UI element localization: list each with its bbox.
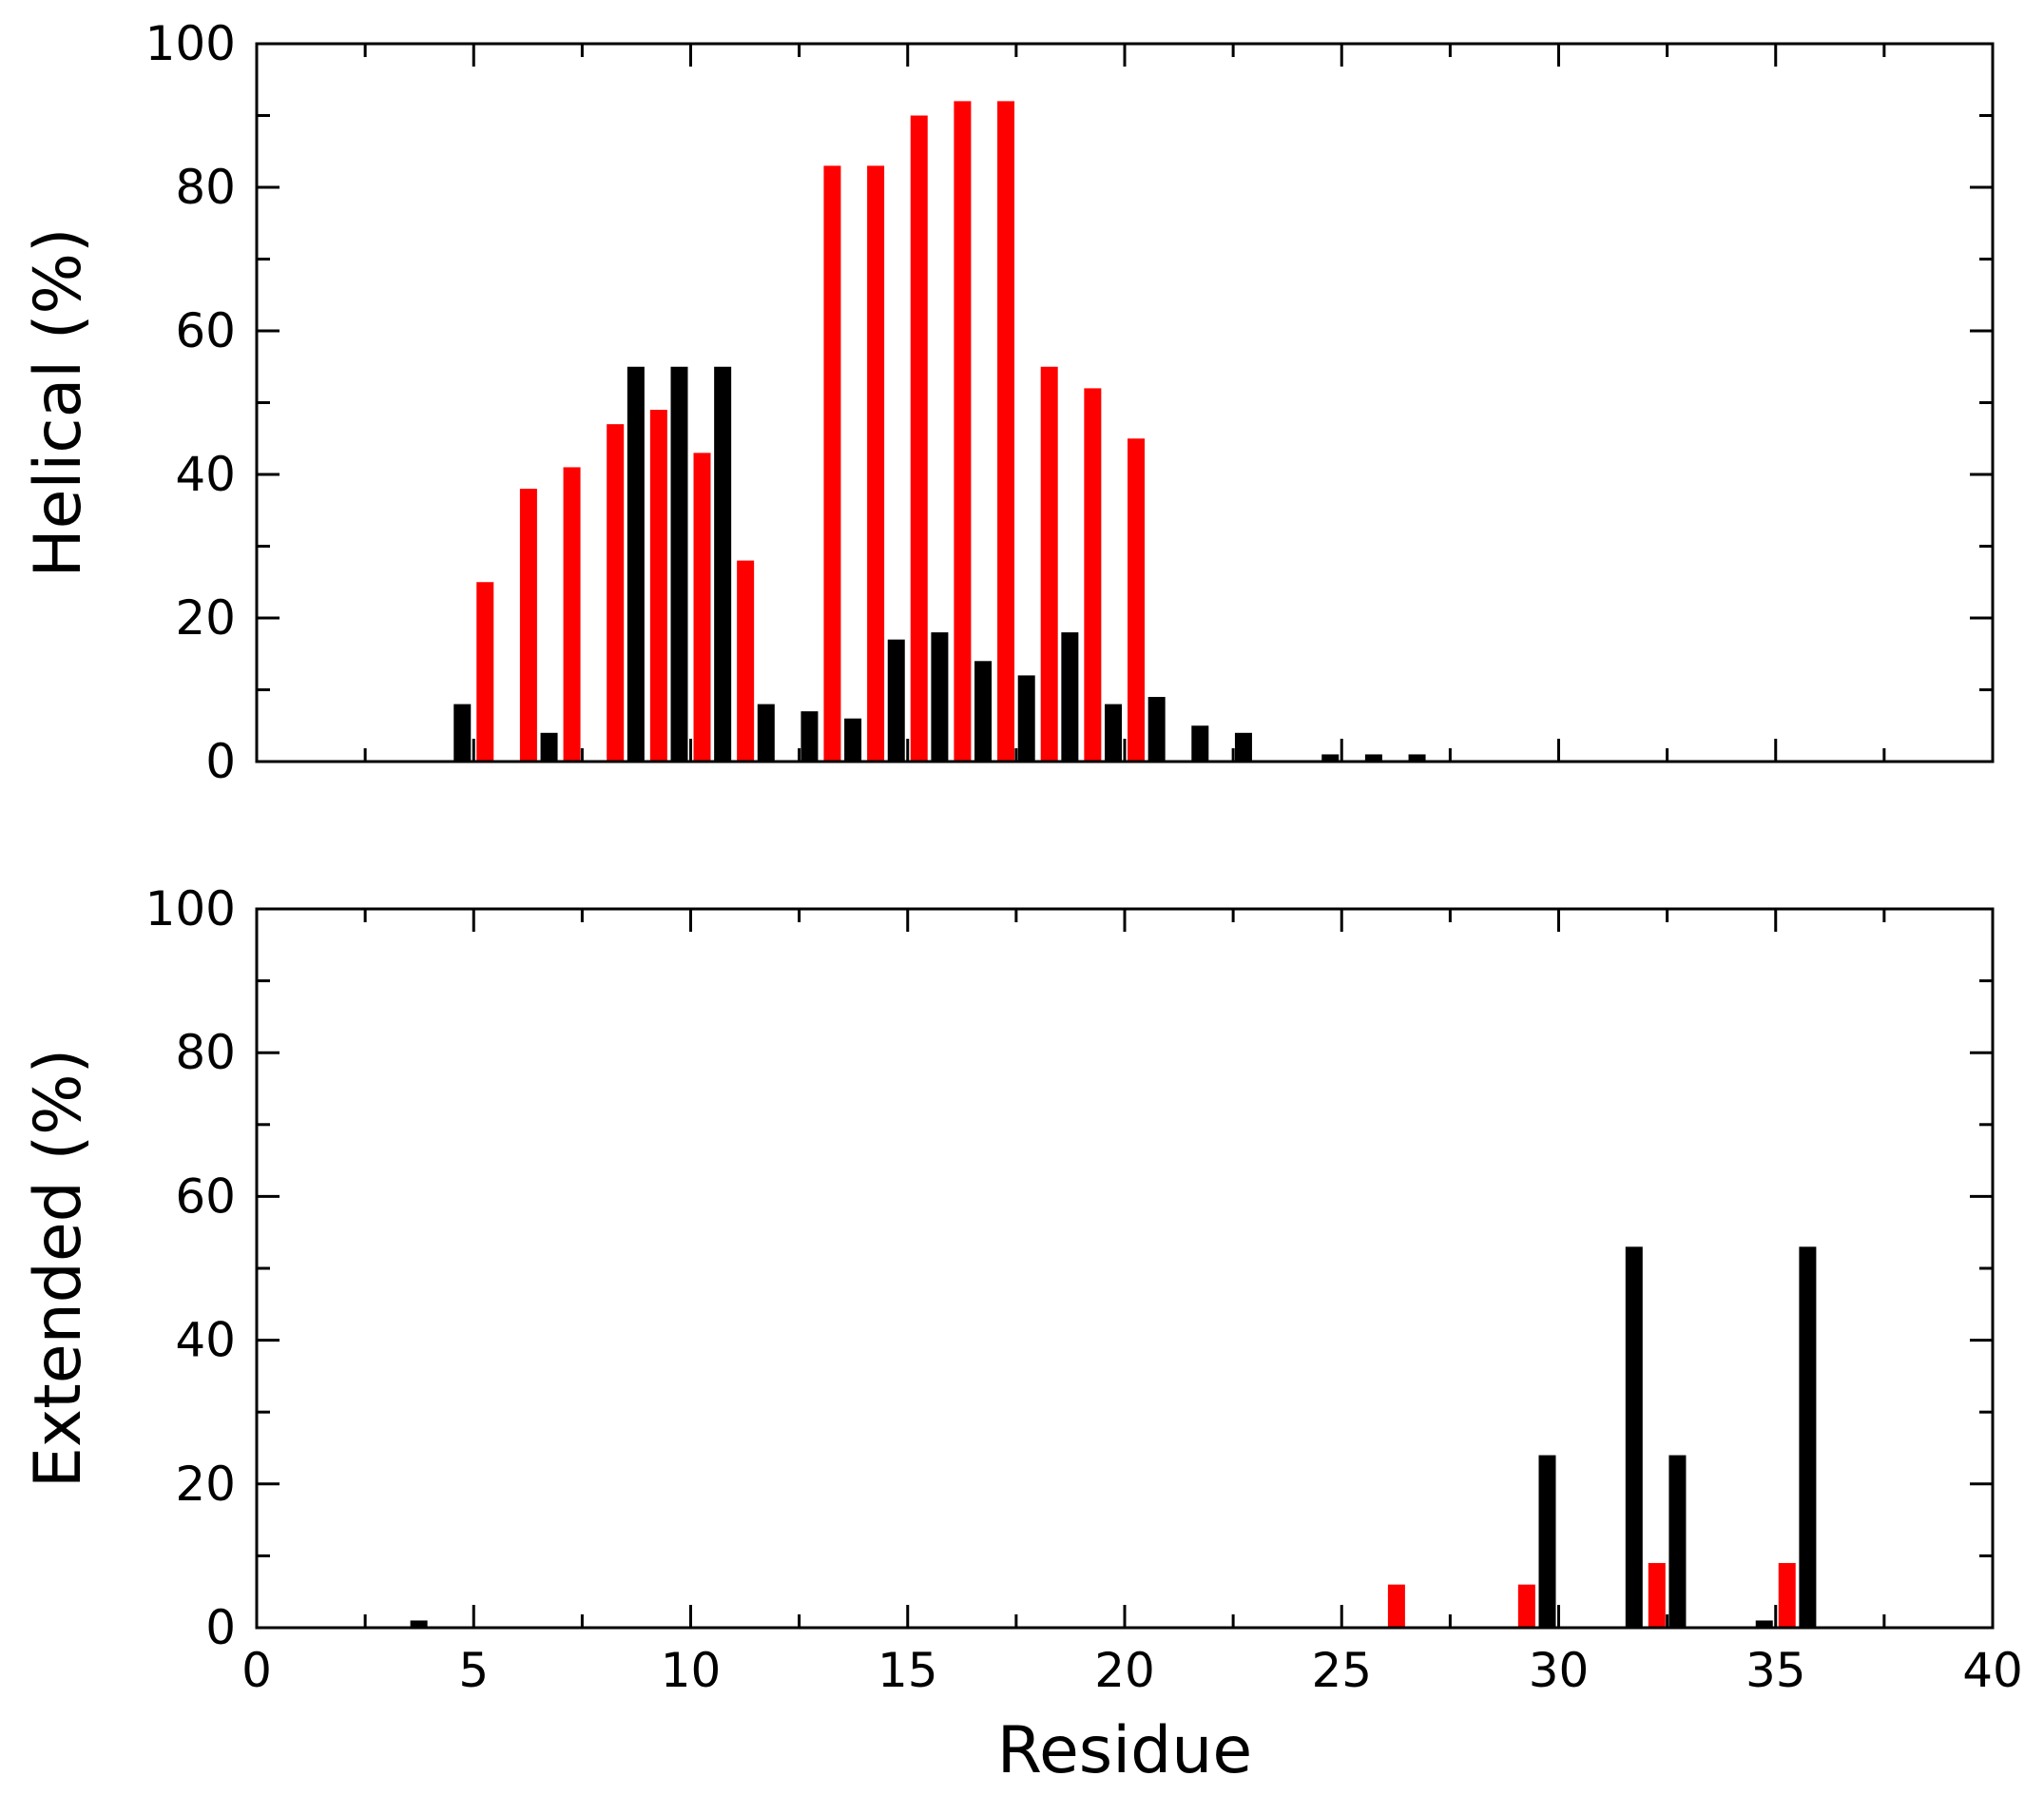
bar-top-series0-x27 [1408, 754, 1426, 762]
extended-panel: 0 20 40 60 80 100 0 5 10 15 20 25 30 35 40 Extended (%)… [21, 881, 2023, 1788]
bar-top-series0-x15 [887, 639, 905, 762]
bar-top-series0-x7 [540, 732, 558, 762]
bar-top-series1-x5 [476, 582, 494, 762]
bar-top-series0-x20 [1105, 704, 1122, 762]
y-tick-label: 80 [175, 1025, 236, 1080]
bar-top-series1-x16 [954, 101, 972, 762]
x-tick-label: 15 [877, 1643, 938, 1698]
bar-bottom-series0-x33 [1668, 1455, 1687, 1628]
y-tick-label: 60 [175, 303, 236, 358]
bar-top-series1-x10 [693, 453, 711, 762]
bar-top-series0-x26 [1364, 754, 1382, 762]
y-tick-label: 60 [175, 1168, 236, 1224]
bar-top-series0-x21 [1147, 697, 1166, 762]
bar-top-series0-x11 [714, 366, 732, 762]
bar-top-series1-x7 [563, 467, 581, 762]
bar-top-series1-x15 [910, 115, 928, 762]
bar-top-series0-x22 [1191, 725, 1209, 762]
bar-top-series1-x18 [1040, 366, 1058, 762]
y-tick-label: 80 [175, 160, 236, 215]
bar-top-series1-x6 [519, 489, 537, 762]
bar-top-series1-x17 [997, 101, 1015, 762]
bar-top-series0-x23 [1234, 732, 1252, 762]
x-tick-label: 0 [241, 1643, 272, 1698]
x-tick-label: 30 [1529, 1643, 1590, 1698]
bar-top-series0-x10 [670, 366, 688, 762]
helical-panel: 0 20 40 60 80 100 Helical (%) [21, 16, 1995, 789]
bar-top-series1-x20 [1128, 438, 1145, 762]
x-axis-title: Residue [997, 1713, 1252, 1788]
bar-top-series1-x8 [607, 424, 625, 762]
y-tick-label: 40 [175, 1313, 236, 1368]
bar-top-series1-x9 [649, 410, 667, 762]
x-tick-label: 20 [1094, 1643, 1155, 1698]
y-tick-label: 100 [145, 881, 236, 936]
bar-bottom-series0-x30 [1538, 1455, 1556, 1628]
y-tick-label: 40 [175, 447, 236, 502]
bar-bottom-series1-x32 [1648, 1562, 1666, 1628]
bar-top-series1-x13 [823, 165, 841, 763]
x-tick-label: 35 [1745, 1643, 1806, 1698]
bar-top-series1-x11 [737, 560, 755, 762]
y-tick-label: 20 [175, 1457, 236, 1512]
x-tick-label: 40 [1962, 1643, 2023, 1698]
y-tick-label: 100 [145, 16, 236, 71]
bar-top-series0-x5 [453, 704, 472, 762]
y-tick-label: 20 [175, 590, 236, 646]
bar-bottom-series1-x35 [1778, 1562, 1796, 1628]
y-tick-label: 0 [205, 734, 236, 789]
y-axis-title: Extended (%) [21, 1049, 96, 1488]
bar-bottom-series1-x29 [1517, 1584, 1535, 1628]
bar-top-series0-x17 [974, 661, 993, 762]
bar-top-series0-x19 [1061, 632, 1079, 762]
bar-bottom-series0-x4 [410, 1620, 428, 1628]
bar-top-series0-x9 [627, 366, 645, 762]
bar-bottom-series0-x36 [1799, 1246, 1817, 1628]
bar-top-series0-x25 [1321, 754, 1340, 762]
x-tick-label: 10 [661, 1643, 722, 1698]
y-tick-label: 0 [205, 1600, 236, 1655]
bar-top-series1-x19 [1084, 388, 1102, 762]
bar-top-series0-x18 [1017, 675, 1035, 762]
bar-bottom-series0-x35 [1755, 1620, 1773, 1628]
bar-top-series0-x16 [931, 632, 949, 762]
bar-top-series0-x14 [844, 718, 862, 762]
bar-top-series0-x13 [800, 711, 819, 762]
bar-bottom-series1-x26 [1387, 1584, 1405, 1628]
bar-top-series0-x12 [757, 704, 775, 762]
bar-bottom-series0-x32 [1625, 1246, 1643, 1628]
bar-top-series1-x14 [867, 165, 885, 763]
x-tick-label: 25 [1311, 1643, 1372, 1698]
y-axis-title: Helical (%) [21, 228, 96, 578]
x-tick-label: 5 [458, 1643, 489, 1698]
